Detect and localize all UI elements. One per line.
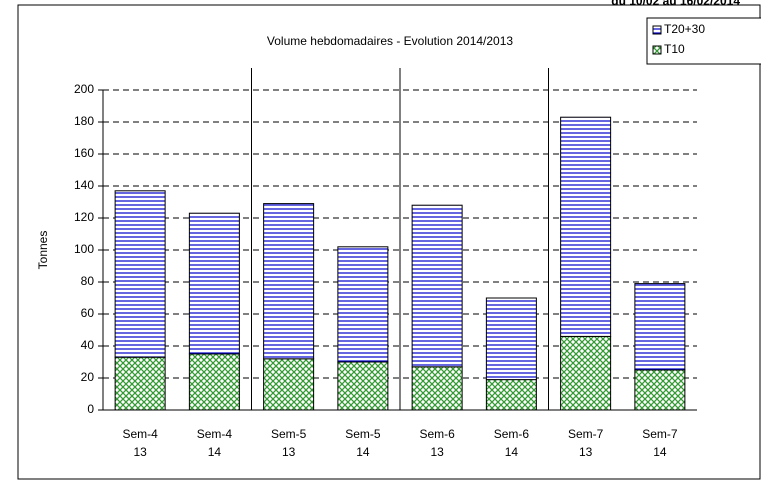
x-tick-label: 14 xyxy=(653,445,667,459)
bar-segment xyxy=(634,283,686,371)
y-tick-label: 80 xyxy=(81,274,95,288)
legend-swatch xyxy=(652,25,662,35)
bar-segment xyxy=(411,366,463,411)
y-tick-label: 120 xyxy=(74,210,94,224)
bar-segment xyxy=(337,361,389,411)
y-tick-label: 200 xyxy=(74,82,94,96)
x-tick-label: 13 xyxy=(430,445,444,459)
y-tick-label: 0 xyxy=(87,402,94,416)
x-tick-label: Sem-5 xyxy=(345,427,381,441)
y-tick-label: 160 xyxy=(74,146,94,160)
bar-segment xyxy=(485,297,537,381)
x-tick-label: 14 xyxy=(505,445,519,459)
bar-segment xyxy=(263,358,315,411)
x-tick-label: 13 xyxy=(282,445,296,459)
x-tick-label: Sem-6 xyxy=(419,427,455,441)
y-tick-label: 180 xyxy=(74,114,94,128)
bar-segment xyxy=(114,356,166,411)
y-tick-label: 20 xyxy=(81,370,95,384)
chart-subtitle: du 10/02 au 16/02/2014 xyxy=(611,0,740,8)
bar-segment xyxy=(411,204,463,368)
x-tick-label: 14 xyxy=(356,445,370,459)
bar-segment xyxy=(188,353,240,411)
bar-segment xyxy=(337,246,389,363)
y-axis-label: Tonnes xyxy=(36,231,50,270)
x-tick-label: Sem-7 xyxy=(642,427,678,441)
x-tick-label: Sem-4 xyxy=(122,427,158,441)
bar-segment xyxy=(560,116,612,337)
y-tick-label: 40 xyxy=(81,338,95,352)
legend-label: T20+30 xyxy=(664,22,705,36)
bar-segment xyxy=(188,212,240,355)
legend-swatch xyxy=(652,45,662,55)
chart-frame xyxy=(17,4,761,480)
legend xyxy=(646,17,761,65)
x-tick-label: 13 xyxy=(133,445,147,459)
x-tick-label: Sem-6 xyxy=(494,427,530,441)
x-tick-label: Sem-7 xyxy=(568,427,604,441)
y-tick-label: 100 xyxy=(74,242,94,256)
bar-segment xyxy=(560,335,612,411)
legend-label: T10 xyxy=(664,42,685,56)
y-tick-label: 60 xyxy=(81,306,95,320)
x-tick-label: Sem-5 xyxy=(271,427,307,441)
bar-segment xyxy=(634,369,686,411)
y-tick-label: 140 xyxy=(74,178,94,192)
chart-title: Volume hebdomadaires - Evolution 2014/20… xyxy=(267,34,513,48)
x-tick-label: Sem-4 xyxy=(197,427,233,441)
bar-segment xyxy=(485,379,537,411)
x-tick-label: 13 xyxy=(579,445,593,459)
bar-segment xyxy=(114,190,166,358)
x-tick-label: 14 xyxy=(208,445,222,459)
bar-segment xyxy=(263,203,315,360)
